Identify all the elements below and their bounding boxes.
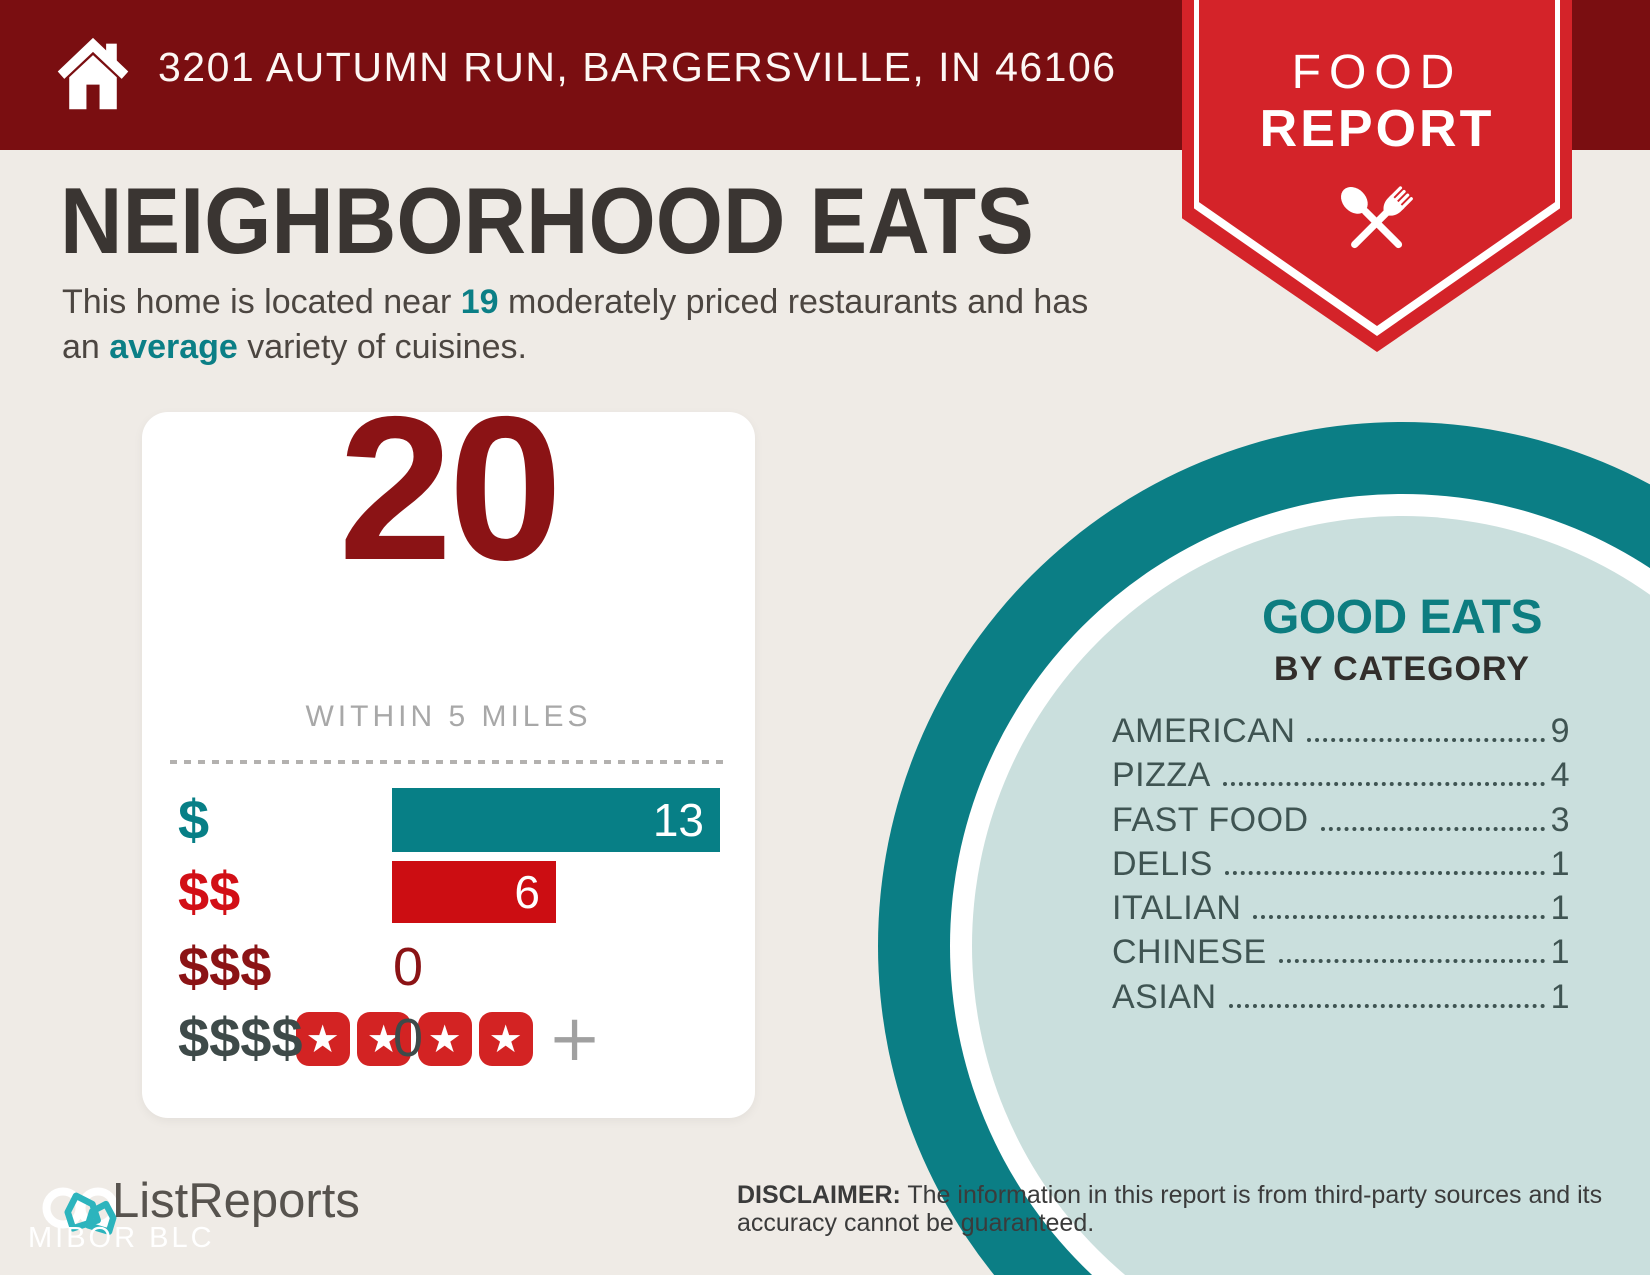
star-icon: ★ <box>295 1012 350 1066</box>
subtitle-part1: This home is located near <box>62 283 461 321</box>
rating-stars: ★ ★ ★ ★ <box>295 1012 533 1066</box>
category-count: 1 <box>1550 933 1570 972</box>
star-icon: ★ <box>356 1012 411 1066</box>
mls-watermark: MIBOR BLC <box>28 1222 215 1254</box>
category-count: 1 <box>1550 977 1570 1016</box>
dotted-leader <box>1224 870 1545 875</box>
subtitle-part3: variety of cuisines. <box>237 328 527 366</box>
page-title: NEIGHBORHOOD EATS <box>60 168 1034 273</box>
stars-row: ★ ★ ★ ★ + <box>142 1002 755 1076</box>
category-label: ITALIAN <box>1112 889 1242 928</box>
price-level-label: $$$$ <box>178 1006 303 1069</box>
star-glyph: ★ <box>305 1017 340 1061</box>
total-restaurants-count: 20 <box>338 374 562 603</box>
good-eats-title: GOOD EATS <box>1262 591 1542 644</box>
subtitle-part2: moderately priced restaurants and has an <box>62 283 1089 366</box>
star-icon: ★ <box>417 1012 472 1066</box>
price-level-label: $$ <box>178 860 241 923</box>
star-glyph: ★ <box>488 1017 523 1061</box>
star-icon: ★ <box>478 1012 533 1066</box>
good-eats-subtitle: BY CATEGORY <box>1274 650 1530 688</box>
category-label: CHINESE <box>1112 933 1267 972</box>
rating-plus: + <box>547 1002 602 1076</box>
category-row: DELIS 1 <box>1112 842 1570 886</box>
property-address: 3201 AUTUMN RUN, BARGERSVILLE, IN 46106 <box>158 44 1117 90</box>
dotted-leader <box>1222 782 1545 787</box>
category-row: CHINESE 1 <box>1112 930 1570 974</box>
brand-name: ListReports <box>112 1174 360 1228</box>
category-count: 9 <box>1550 712 1570 750</box>
dotted-leader <box>1278 959 1545 964</box>
category-label: AMERICAN <box>1112 712 1296 750</box>
disclaimer-text: The information in this report is from t… <box>737 1181 1603 1237</box>
dotted-leader <box>1307 738 1545 742</box>
category-count: 3 <box>1550 800 1570 839</box>
category-count: 1 <box>1550 844 1570 883</box>
category-row: AMERICAN 9 <box>1112 709 1570 753</box>
restaurant-count: 19 <box>460 283 499 321</box>
category-list: AMERICAN 9 PIZZA 4 FAST FOOD 3 DELIS 1 ITALIAN 1 C… <box>1112 709 1570 1019</box>
good-eats-heading: GOOD EATS BY CATEGORY <box>1082 591 1650 688</box>
category-label: ASIAN <box>1112 977 1217 1016</box>
price-count-value: 6 <box>514 866 540 918</box>
dashed-divider <box>170 760 727 764</box>
category-label: FAST FOOD <box>1112 800 1309 839</box>
star-glyph: ★ <box>427 1017 462 1061</box>
price-row: $$$ 0 <box>142 936 755 998</box>
dotted-leader <box>1253 915 1545 920</box>
crossed-spoon-fork-icon <box>1341 186 1413 249</box>
ribbon-title-line2: REPORT <box>1259 100 1495 158</box>
price-row: $$$$ 0 <box>142 1007 755 1069</box>
category-row: ASIAN 1 <box>1112 975 1570 1019</box>
category-label: PIZZA <box>1112 756 1211 795</box>
price-row: $$ 6 <box>142 861 755 923</box>
summary-card: 20 ★ ★ ★ ★ + WITHIN 5 MILES $13 $$ 6 $$$ 0 $$$$ 0 <box>142 386 755 1118</box>
category-row: ITALIAN 1 <box>1112 886 1570 930</box>
price-count-value: 0 <box>393 937 424 997</box>
page-subtitle: This home is located near 19 moderately … <box>62 280 1092 370</box>
price-count-value: 0 <box>393 1008 424 1068</box>
dotted-leader <box>1320 826 1545 831</box>
radius-caption: WITHIN 5 MILES <box>305 700 592 733</box>
disclaimer: DISCLAIMER: The information in this repo… <box>737 1181 1607 1237</box>
category-row: PIZZA 4 <box>1112 753 1570 797</box>
category-count: 4 <box>1550 756 1570 795</box>
price-level-label: $ <box>178 788 210 851</box>
home-icon <box>57 37 129 110</box>
listreports-logo-icon <box>42 1187 119 1235</box>
price-count-value: 13 <box>652 794 704 846</box>
category-row: FAST FOOD 3 <box>1112 798 1570 842</box>
disclaimer-label: DISCLAIMER: <box>737 1181 901 1209</box>
price-count-bar: 13 <box>392 788 720 852</box>
category-label: DELIS <box>1112 844 1213 883</box>
price-count-bar: 6 <box>392 861 556 923</box>
price-level-label: $$$ <box>178 935 272 998</box>
dotted-leader <box>1228 1003 1545 1008</box>
category-count: 1 <box>1550 889 1570 928</box>
ribbon-title-line1: FOOD <box>1291 46 1463 99</box>
variety-highlight: average <box>109 328 238 366</box>
price-row: $13 <box>142 788 755 852</box>
food-report-ribbon: FOOD REPORT <box>1182 0 1572 352</box>
star-glyph: ★ <box>366 1017 401 1061</box>
